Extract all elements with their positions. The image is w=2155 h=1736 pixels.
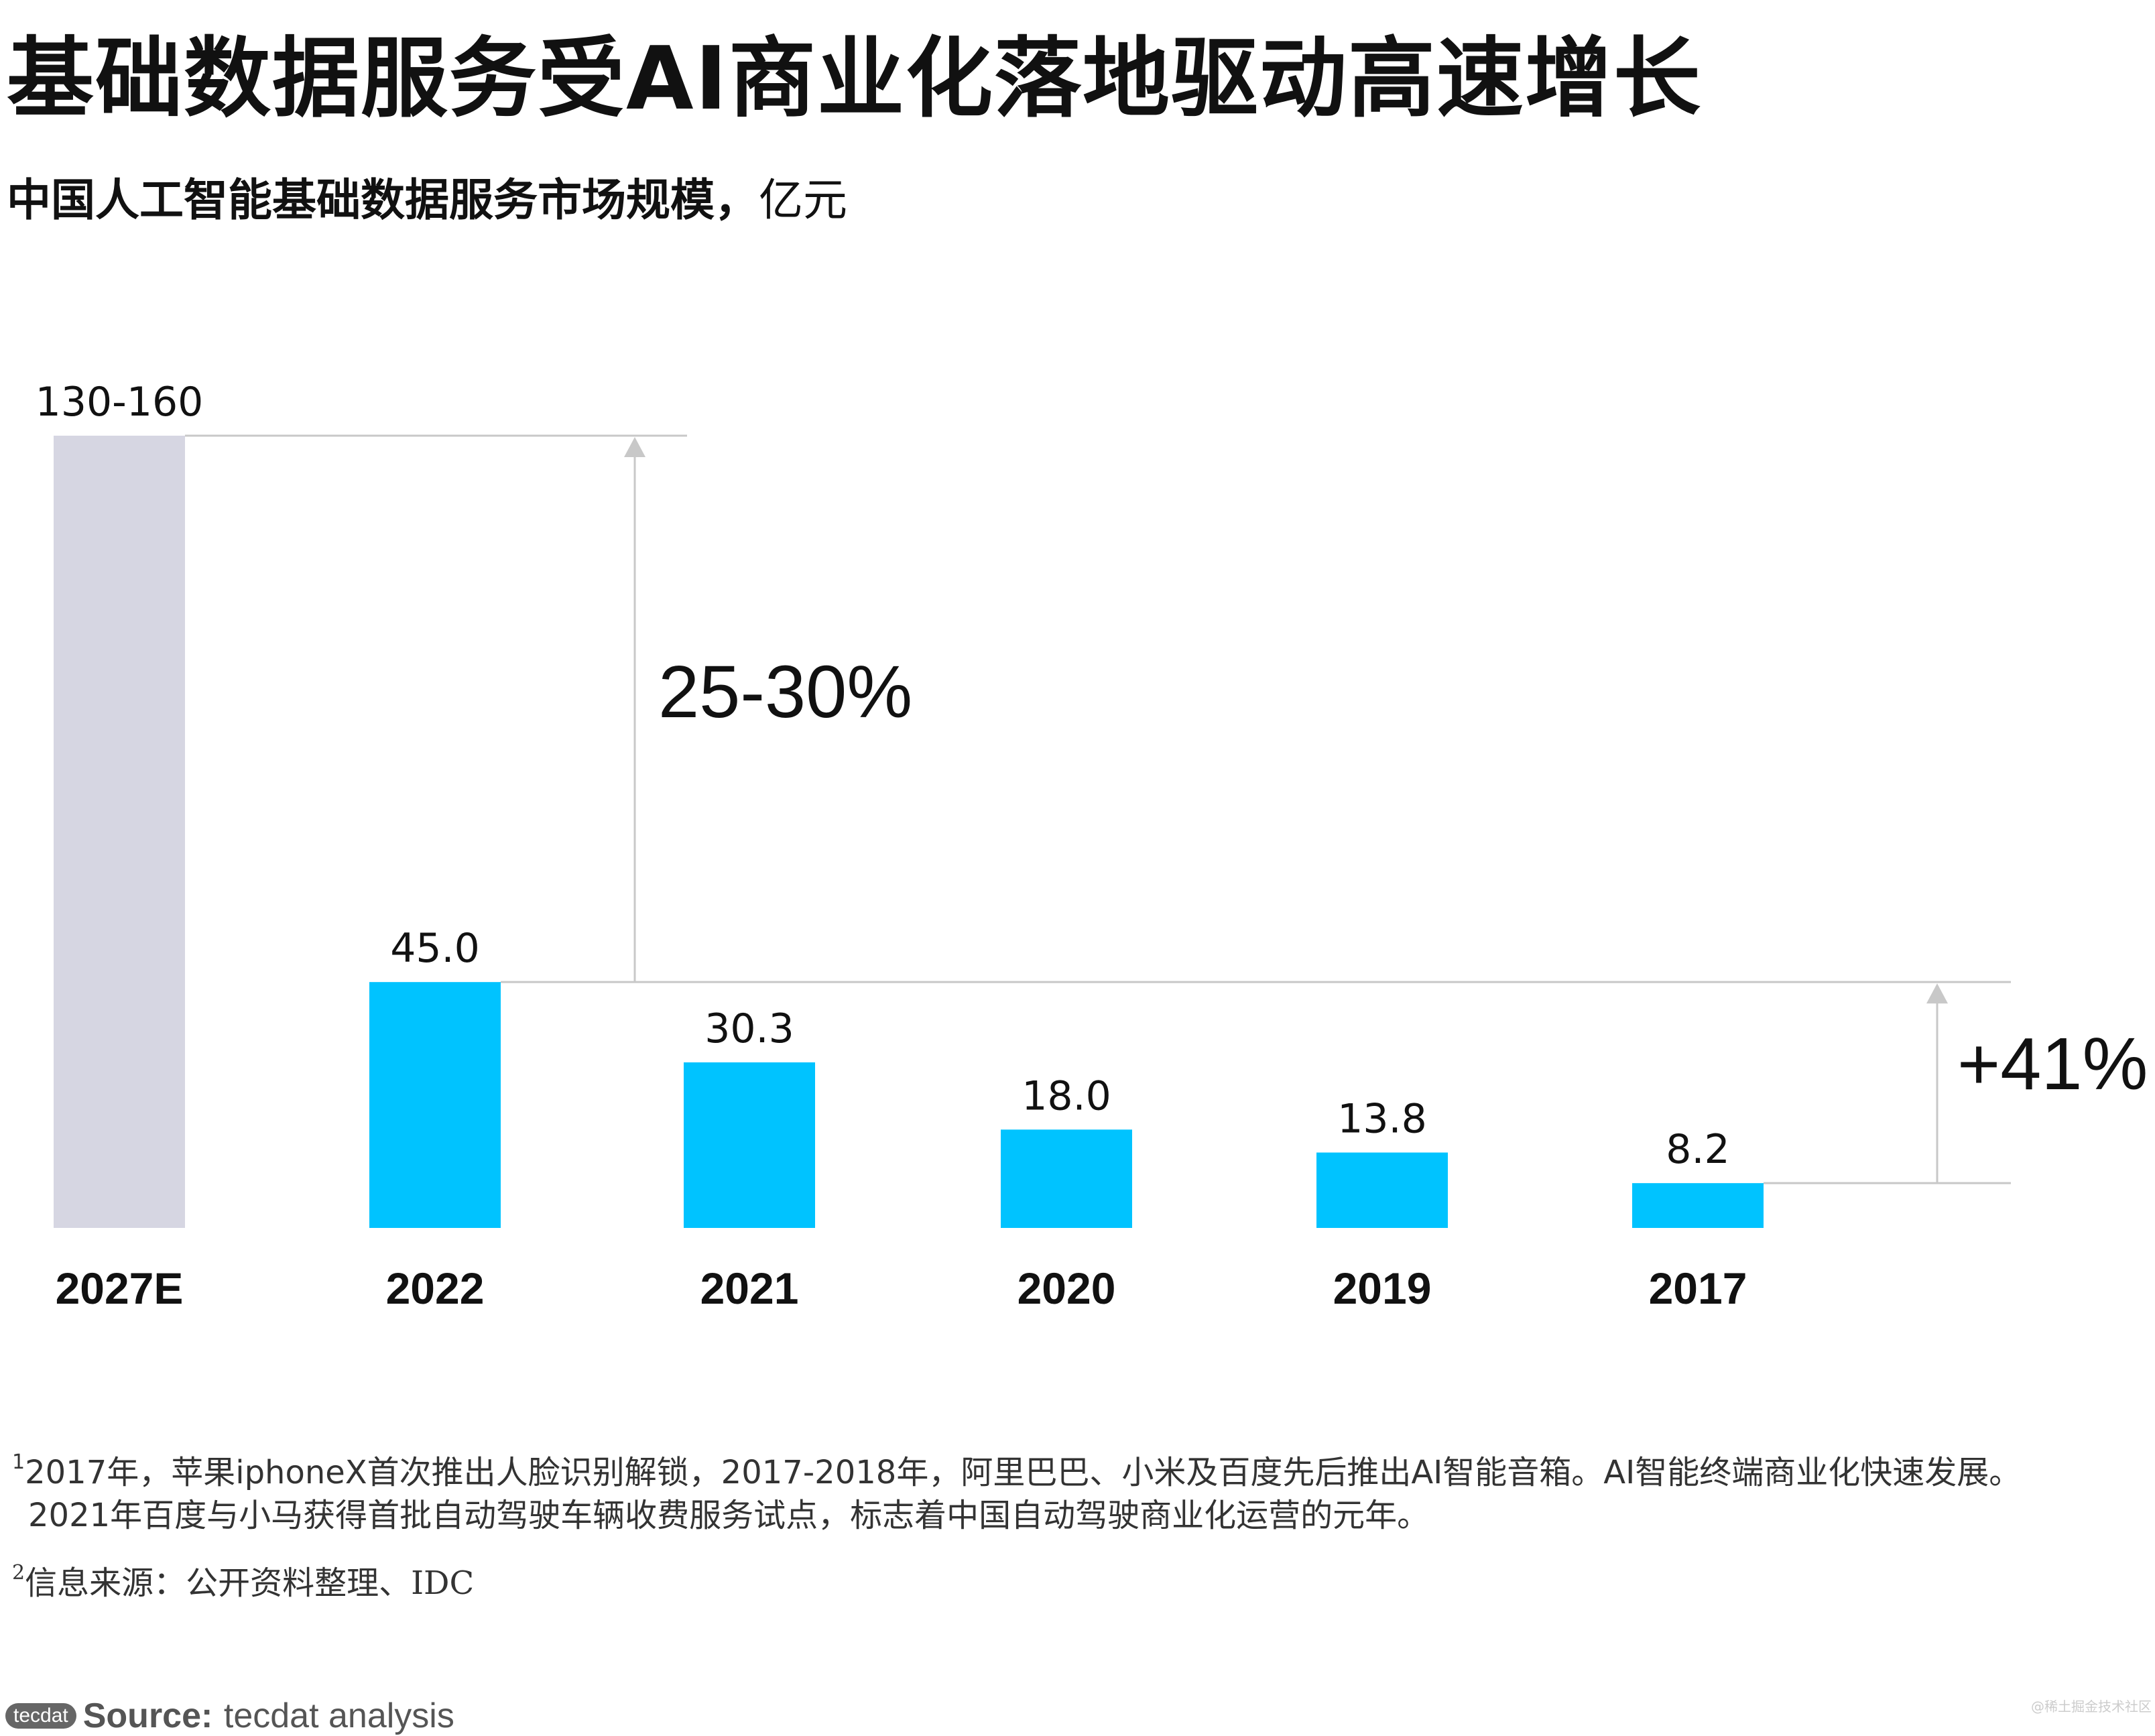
- footnote-1-marker: 1: [12, 1450, 25, 1474]
- value-label-2017: 8.2: [1666, 1126, 1729, 1173]
- source-label: Source:: [82, 1696, 213, 1735]
- value-label-2027E: 130-160: [36, 379, 204, 426]
- category-label-2022: 2022: [386, 1263, 485, 1313]
- bar-2027E: [54, 436, 185, 1228]
- value-label-2021: 30.3: [704, 1005, 794, 1052]
- bar-2021: [684, 1062, 815, 1228]
- chart-subtitle: 中国人工智能基础数据服务市场规模，亿元: [7, 164, 847, 229]
- footnote-1: 12017年，苹果iphoneX首次推出人脸识别解锁，2017-2018年，阿里…: [12, 1441, 2021, 1537]
- cagr-label-2022-2027E: 25-30%: [658, 651, 912, 733]
- source-footer: tecdat Source: tecdat analysis: [5, 1696, 454, 1736]
- footnote-1-line-1: 2017年，苹果iphoneX首次推出人脸识别解锁，2017-2018年，阿里巴…: [25, 1454, 2022, 1491]
- tecdat-logo: tecdat: [5, 1703, 76, 1729]
- value-label-2020: 18.0: [1022, 1072, 1111, 1119]
- cagr-label-2017-2022: +41%: [1957, 1023, 2148, 1105]
- value-label-2019: 13.8: [1337, 1096, 1427, 1143]
- page-title: 基础数据服务受AI商业化落地驱动高速增长: [7, 27, 1702, 129]
- footnote-2-text: 信息来源：公开资料整理、IDC: [25, 1564, 475, 1602]
- growth-arrowhead-1: [624, 437, 645, 457]
- bar-2020: [1001, 1129, 1132, 1228]
- bar-2017: [1632, 1183, 1764, 1228]
- category-label-2021: 2021: [700, 1263, 799, 1313]
- source-text: tecdat analysis: [223, 1696, 454, 1735]
- value-label-2022: 45.0: [390, 925, 480, 972]
- footnote-1-line-2: 2021年百度与小马获得首批自动驾驶车辆收费服务试点，标志着中国自动驾驶商业化运…: [28, 1497, 1430, 1534]
- bar-2022: [369, 982, 501, 1228]
- chart-subtitle-text: 中国人工智能基础数据服务市场规模，: [7, 174, 759, 226]
- category-label-2027E: 2027E: [56, 1263, 184, 1313]
- category-label-2019: 2019: [1333, 1263, 1432, 1313]
- category-label-2017: 2017: [1649, 1263, 1747, 1313]
- chart-unit: 亿元: [759, 174, 847, 226]
- category-label-2020: 2020: [1018, 1263, 1116, 1313]
- bar-2019: [1316, 1152, 1448, 1228]
- footnote-2-marker: 2: [12, 1561, 25, 1585]
- watermark: @稀土掘金技术社区: [2031, 1698, 2152, 1715]
- footnote-2: 2信息来源：公开资料整理、IDC: [12, 1552, 2021, 1605]
- growth-arrowhead-2: [1926, 983, 1948, 1004]
- footnotes: 12017年，苹果iphoneX首次推出人脸识别解锁，2017-2018年，阿里…: [12, 1441, 2021, 1605]
- bar-chart: 130-160 2027E 45.0 2022 30.3 2021 18.0 2020 13.8…: [36, 379, 2148, 1313]
